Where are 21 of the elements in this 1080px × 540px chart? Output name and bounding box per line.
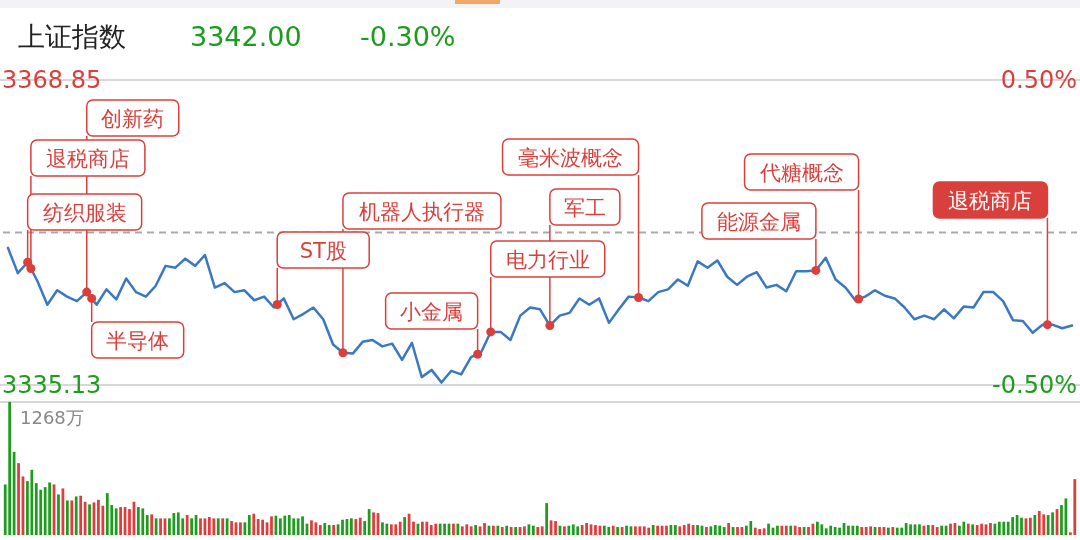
annotation: 机器人执行器 [358, 200, 485, 224]
annotation: 军工 [563, 196, 606, 220]
text: -0.30% [360, 21, 456, 52]
annotation: 电力行业 [505, 248, 590, 272]
annotation: 代糖概念 [758, 161, 844, 185]
annotation: 毫米波概念 [518, 146, 624, 170]
annotation: 小金属 [400, 300, 464, 324]
y-tick-label: 3335.13 [2, 371, 102, 399]
annotation: 创新药 [101, 107, 165, 131]
y2-tick-label: -0.50% [992, 371, 1077, 399]
annotation: ST股 [299, 239, 347, 263]
annotation: 纺织服装 [42, 201, 127, 225]
annotation: 能源金属 [716, 210, 801, 234]
chart-title: 上证指数 [18, 21, 126, 52]
annotation: 退税商店 [45, 147, 130, 171]
y2-tick-label: 0.50% [1000, 66, 1077, 94]
annotation: 1268万 [20, 407, 84, 428]
annotation: 半导体 [106, 329, 170, 353]
chart-subtitle: 3342.00 [190, 21, 302, 52]
y-tick-label: 3368.85 [2, 66, 102, 94]
annotation: 退税商店 [948, 189, 1033, 213]
